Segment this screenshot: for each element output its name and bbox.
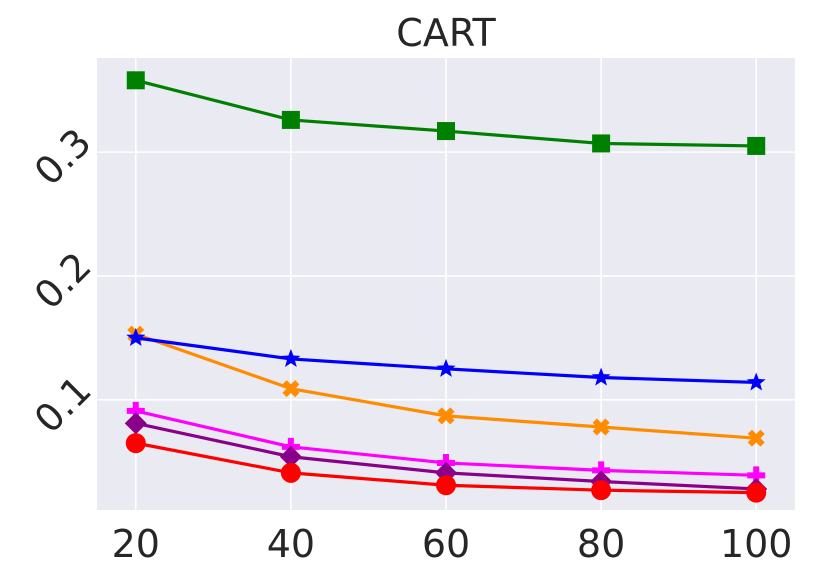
series-marker-star	[436, 358, 456, 377]
x-tick-label: 60	[422, 522, 470, 566]
series-marker-square	[592, 134, 611, 153]
series-marker-star	[126, 327, 146, 346]
series-marker-circle	[591, 480, 612, 501]
series-group	[126, 327, 766, 391]
series-group	[126, 71, 766, 155]
series-marker-star	[746, 372, 766, 391]
x-tick-label: 20	[112, 522, 160, 566]
series-layer	[124, 71, 768, 503]
series-marker-diamond	[124, 412, 147, 435]
series-marker-square	[126, 71, 145, 90]
x-tick-label: 100	[720, 522, 793, 566]
series-marker-square	[747, 136, 766, 155]
series-marker-circle	[436, 475, 456, 496]
series-marker-x	[592, 418, 610, 436]
chart-title: CART	[396, 11, 496, 55]
series-marker-circle	[125, 433, 146, 454]
series-marker-circle	[746, 482, 767, 503]
series-marker-x	[747, 429, 765, 447]
series-marker-star	[591, 367, 611, 386]
series-group	[125, 433, 767, 503]
x-tick-label: 40	[267, 522, 315, 566]
x-axis-ticks: 20 40 60 80 100	[112, 522, 793, 566]
series-marker-square	[281, 110, 300, 129]
y-tick-label: 0.3	[26, 120, 100, 194]
series-marker-plus	[592, 461, 611, 480]
series-marker-x	[282, 380, 300, 398]
series-marker-square	[437, 122, 455, 141]
series-marker-plus	[747, 466, 766, 485]
series-marker-circle	[280, 462, 301, 483]
series-marker-x	[437, 407, 455, 425]
series-marker-star	[281, 348, 301, 368]
y-tick-label: 0.1	[26, 368, 100, 442]
x-tick-label: 80	[577, 522, 625, 566]
y-tick-label: 0.2	[26, 244, 100, 318]
y-axis-ticks: 0.1 0.2 0.3	[26, 120, 100, 442]
series-marker-plus	[126, 401, 145, 420]
series-group	[124, 412, 768, 500]
series-marker-diamond	[279, 445, 302, 468]
